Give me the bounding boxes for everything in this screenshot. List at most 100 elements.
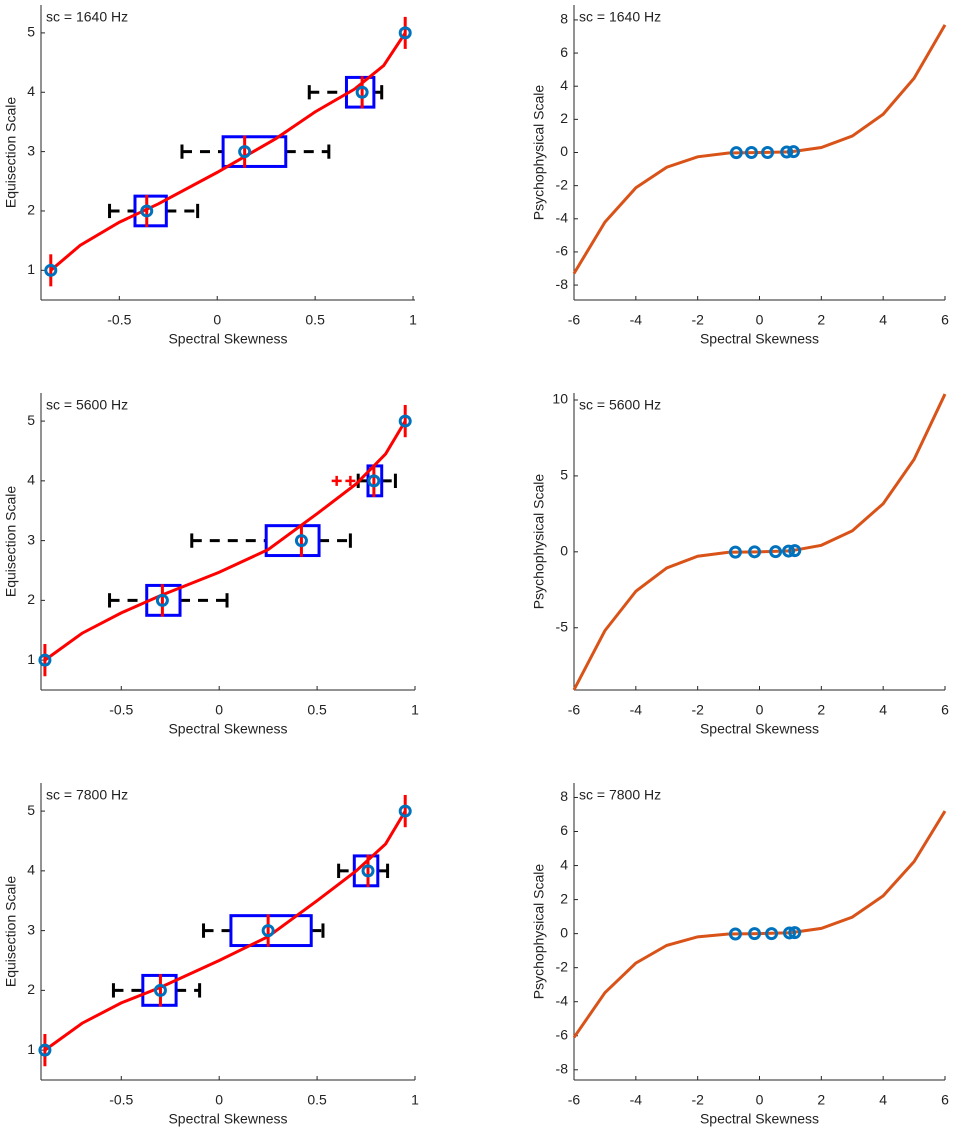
panel: -6 -4 -2 0 2 4 6 -8 -6 -4 -2 0 2 4 6 8 Spectral Skewness… — [531, 5, 949, 347]
x-tick-label: 6 — [941, 702, 949, 718]
y-axis-label: Psychophysical Scale — [531, 864, 547, 1000]
box — [229, 914, 313, 948]
panel: -6 -4 -2 0 2 4 6 -5 0 5 10 Spectral Skewness Psychop… — [531, 391, 949, 737]
fit-curve — [44, 420, 407, 662]
x-axis-label: Spectral Skewness — [168, 331, 287, 347]
box — [264, 524, 321, 558]
point — [44, 263, 58, 277]
point — [398, 414, 412, 428]
y-tick-label: 1 — [27, 1041, 35, 1057]
curve — [572, 810, 947, 1039]
point — [729, 146, 743, 160]
y-tick-label: 5 — [27, 24, 35, 40]
y-tick-label: 6 — [560, 822, 568, 838]
panel: -0.5 0 0.5 1 1 2 3 4 5 Spectral Skewness Equisecti… — [3, 783, 419, 1127]
panel: -0.5 0 0.5 1 1 2 3 4 5 Spectral Skewness Equisecti… — [3, 393, 419, 737]
y-tick-label: 4 — [27, 862, 35, 878]
point — [398, 26, 412, 40]
point — [761, 146, 775, 159]
x-tick-label: 0.5 — [305, 312, 325, 328]
point — [367, 474, 381, 488]
point — [38, 653, 52, 667]
y-tick-label: 0 — [560, 143, 568, 159]
y-tick-label: -8 — [556, 276, 569, 292]
y-tick-label: 2 — [27, 981, 35, 997]
annotation: sc = 1640 Hz — [46, 9, 128, 25]
y-tick-label: 8 — [560, 788, 568, 804]
y-tick-label: 3 — [27, 142, 35, 158]
point — [782, 926, 796, 940]
y-tick-label: -6 — [556, 243, 569, 259]
x-tick-label: 0 — [756, 702, 764, 718]
y-tick-label: 0 — [560, 543, 568, 559]
annotation: sc = 5600 Hz — [46, 397, 128, 413]
y-tick-label: -4 — [556, 209, 569, 225]
point — [748, 927, 762, 941]
x-tick-label: -2 — [691, 702, 704, 718]
annotation: sc = 1640 Hz — [579, 9, 661, 25]
panel: -6 -4 -2 0 2 4 6 -8 -6 -4 -2 0 2 4 6 8 Spectral Skewness… — [531, 783, 949, 1127]
y-tick-label: 5 — [27, 802, 35, 818]
annotation: sc = 7800 Hz — [579, 787, 661, 803]
x-tick-label: 0.5 — [307, 1092, 327, 1108]
x-tick-label: -2 — [691, 1092, 704, 1108]
x-tick-label: 0 — [756, 1092, 764, 1108]
point — [728, 927, 742, 941]
y-tick-label: 5 — [27, 412, 35, 428]
y-axis-label: Equisection Scale — [3, 97, 19, 209]
x-tick-label: 1 — [411, 1092, 419, 1108]
point — [38, 1043, 52, 1057]
x-tick-label: 0 — [213, 312, 221, 328]
y-tick-label: 4 — [27, 83, 35, 99]
x-tick-label: 2 — [817, 312, 825, 328]
x-tick-label: -0.5 — [107, 312, 131, 328]
point — [238, 145, 252, 159]
x-tick-label: -0.5 — [109, 702, 133, 718]
curve — [572, 24, 947, 275]
x-axis-label: Spectral Skewness — [168, 1111, 287, 1127]
fit-curve — [44, 810, 407, 1052]
x-tick-label: 4 — [879, 312, 887, 328]
x-tick-label: -4 — [630, 1092, 643, 1108]
point — [140, 204, 154, 218]
point — [780, 145, 794, 159]
x-tick-label: -6 — [568, 312, 581, 328]
y-tick-label: -8 — [556, 1060, 569, 1076]
point — [728, 545, 742, 559]
x-tick-label: 1 — [411, 702, 419, 718]
point — [153, 983, 167, 997]
x-tick-label: -4 — [630, 702, 643, 718]
annotation: sc = 5600 Hz — [579, 397, 661, 413]
x-tick-label: -2 — [691, 312, 704, 328]
x-tick-label: 2 — [817, 1092, 825, 1108]
y-tick-label: -2 — [556, 958, 569, 974]
x-tick-label: -6 — [568, 1092, 581, 1108]
y-tick-label: 8 — [560, 11, 568, 27]
y-tick-label: 4 — [27, 472, 35, 488]
x-tick-label: 2 — [817, 702, 825, 718]
point — [769, 545, 783, 559]
x-tick-label: 0 — [756, 312, 764, 328]
point — [787, 145, 801, 159]
x-tick-label: 6 — [941, 312, 949, 328]
y-tick-label: 5 — [560, 467, 568, 483]
y-axis-label: Equisection Scale — [3, 876, 19, 988]
y-tick-label: 4 — [560, 856, 568, 872]
x-axis-label: Spectral Skewness — [700, 331, 819, 347]
y-tick-label: 3 — [27, 531, 35, 547]
y-tick-label: -6 — [556, 1026, 569, 1042]
box — [133, 194, 168, 228]
y-tick-label: -4 — [556, 992, 569, 1008]
y-tick-label: 1 — [27, 261, 35, 277]
y-tick-label: 2 — [27, 202, 35, 218]
point — [398, 804, 412, 818]
y-tick-label: -5 — [556, 618, 569, 634]
y-tick-label: 1 — [27, 651, 35, 667]
y-tick-label: -2 — [556, 176, 569, 192]
y-tick-label: 6 — [560, 44, 568, 60]
x-axis-label: Spectral Skewness — [700, 1111, 819, 1127]
fit-curve — [49, 32, 407, 272]
x-tick-label: 4 — [879, 702, 887, 718]
annotation: sc = 7800 Hz — [46, 787, 128, 803]
y-tick-label: 10 — [552, 391, 568, 407]
